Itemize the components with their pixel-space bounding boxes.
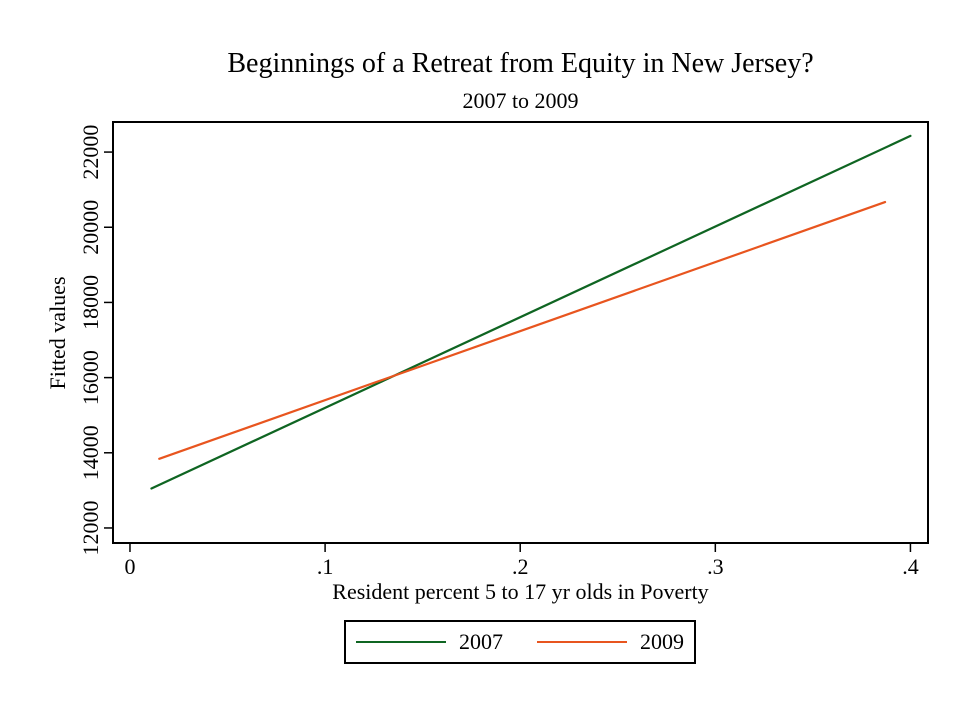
x-axis-title: Resident percent 5 to 17 yr olds in Pove… xyxy=(332,579,709,604)
legend-line-sample-2009 xyxy=(537,641,627,643)
y-tick-label: 16000 xyxy=(78,350,103,405)
y-tick-label: 22000 xyxy=(78,125,103,180)
x-tick-label: .1 xyxy=(317,554,334,579)
x-tick-label: 0 xyxy=(124,554,135,579)
x-tick-label: .3 xyxy=(707,554,724,579)
y-tick-label: 14000 xyxy=(78,425,103,480)
legend-item-2007: 2007 xyxy=(356,631,503,653)
y-tick-label: 18000 xyxy=(78,275,103,330)
y-tick-label: 12000 xyxy=(78,500,103,555)
legend-label-2009: 2009 xyxy=(640,629,684,654)
chart-subtitle: 2007 to 2009 xyxy=(462,88,579,113)
series-line-2007 xyxy=(150,134,912,490)
legend-item-2009: 2009 xyxy=(537,631,684,653)
legend: 2007 2009 xyxy=(344,620,696,664)
chart-title: Beginnings of a Retreat from Equity in N… xyxy=(227,48,814,79)
x-tick-label: .4 xyxy=(902,554,919,579)
legend-label-2007: 2007 xyxy=(459,629,503,654)
legend-line-sample-2007 xyxy=(356,641,446,643)
y-tick-label: 20000 xyxy=(78,200,103,255)
series-line-2009 xyxy=(158,200,887,460)
x-tick-label: .2 xyxy=(512,554,529,579)
